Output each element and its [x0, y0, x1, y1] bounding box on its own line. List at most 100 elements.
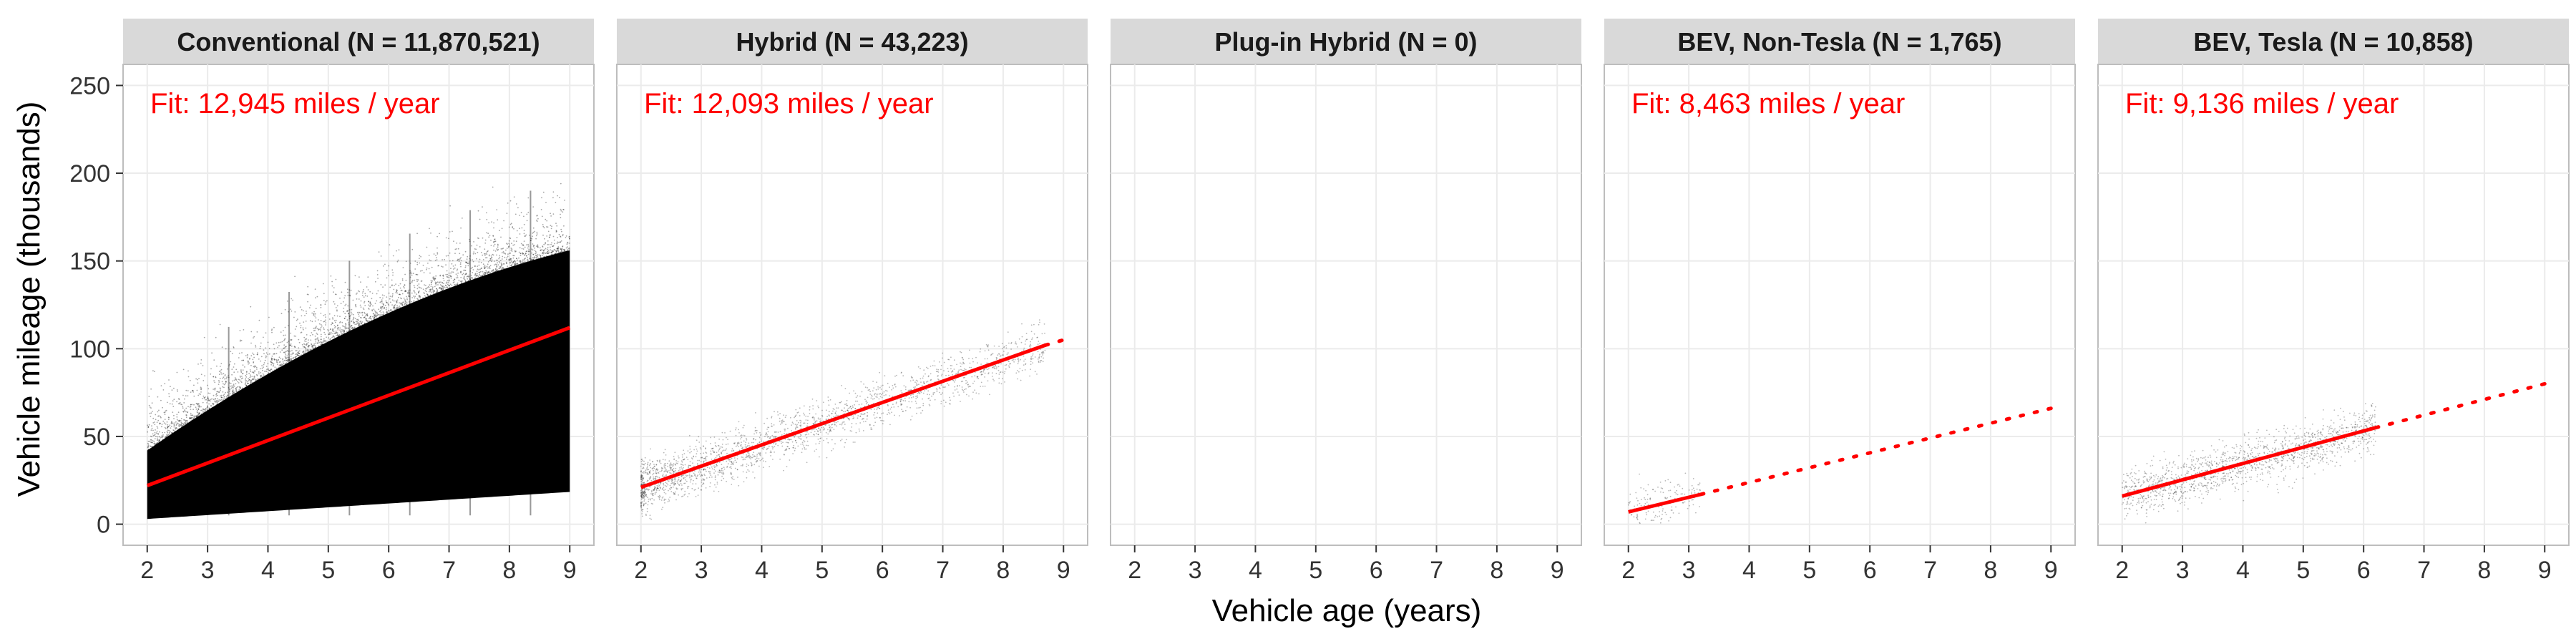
scatter-point	[511, 250, 513, 252]
scatter-point	[443, 286, 444, 287]
scatter-point	[675, 499, 677, 501]
scatter-point	[806, 422, 809, 424]
scatter-point	[942, 352, 944, 354]
scatter-point	[271, 358, 273, 360]
scatter-point	[804, 422, 806, 424]
scatter-point	[688, 475, 691, 477]
scatter-point	[369, 317, 371, 319]
scatter-point	[466, 258, 468, 260]
scatter-point	[240, 370, 242, 372]
scatter-point	[213, 359, 215, 361]
scatter-point	[197, 416, 199, 418]
scatter-point	[446, 281, 447, 283]
scatter-point	[183, 419, 185, 421]
scatter-point	[1016, 346, 1018, 348]
scatter-point	[553, 249, 555, 251]
scatter-point	[290, 339, 292, 341]
scatter-point	[657, 486, 659, 487]
scatter-point	[852, 405, 854, 406]
scatter-point	[334, 293, 336, 296]
scatter-point	[834, 443, 836, 445]
scatter-point	[812, 416, 814, 418]
scatter-point	[382, 286, 384, 288]
scatter-point	[796, 424, 798, 426]
scatter-point	[238, 389, 240, 391]
scatter-point	[562, 211, 564, 213]
scatter-point	[849, 406, 852, 407]
scatter-point	[159, 423, 160, 425]
scatter-point	[198, 412, 200, 414]
scatter-point	[245, 385, 247, 386]
scatter-point	[313, 328, 315, 329]
scatter-point	[397, 306, 399, 308]
scatter-point	[525, 258, 527, 259]
scatter-point	[413, 285, 415, 287]
scatter-point	[749, 456, 751, 458]
scatter-point	[797, 445, 799, 447]
scatter-point	[186, 422, 188, 424]
scatter-point	[1634, 505, 1636, 507]
scatter-point	[483, 274, 485, 276]
scatter-point	[676, 488, 678, 489]
scatter-point	[288, 351, 290, 352]
scatter-point	[771, 416, 773, 419]
scatter-point	[661, 508, 663, 510]
scatter-point	[1017, 358, 1019, 360]
scatter-point	[940, 394, 942, 396]
scatter-point	[522, 261, 524, 263]
scatter-point	[332, 336, 334, 338]
scatter-point	[405, 260, 407, 263]
scatter-point	[537, 246, 539, 248]
y-tick-label: 150	[69, 248, 110, 275]
scatter-point	[401, 304, 404, 306]
scatter-point	[169, 403, 171, 405]
scatter-point	[158, 415, 160, 417]
scatter-point	[185, 416, 187, 419]
scatter-point	[313, 343, 316, 345]
scatter-point	[662, 496, 664, 498]
scatter-point	[200, 388, 202, 390]
panel-plot-area	[616, 64, 1088, 546]
scatter-point	[268, 316, 270, 318]
scatter-point	[733, 442, 735, 444]
scatter-point	[777, 414, 779, 416]
scatter-point	[1043, 357, 1044, 359]
scatter-point	[317, 339, 319, 341]
scatter-point	[569, 243, 570, 244]
scatter-point	[551, 250, 553, 253]
scatter-point	[220, 394, 223, 396]
scatter-point	[283, 338, 286, 341]
scatter-point	[663, 464, 665, 466]
scatter-point	[815, 449, 817, 450]
scatter-point	[293, 346, 296, 347]
scatter-point	[540, 249, 542, 251]
scatter-point	[811, 398, 814, 400]
scatter-point	[552, 250, 554, 252]
scatter-point	[331, 285, 333, 287]
scatter-point	[872, 398, 874, 400]
scatter-point	[404, 303, 406, 304]
scatter-point	[680, 482, 682, 484]
scatter-point	[447, 286, 449, 288]
scatter-point	[429, 288, 431, 291]
scatter-point	[244, 366, 245, 368]
scatter-point	[731, 484, 733, 485]
scatter-point	[475, 274, 477, 276]
scatter-point	[441, 286, 444, 287]
scatter-point	[245, 381, 247, 383]
scatter-point	[480, 268, 482, 270]
scatter-point	[540, 250, 542, 251]
scatter-point	[862, 414, 864, 416]
scatter-point	[563, 225, 565, 227]
scatter-point	[1676, 489, 1678, 492]
scatter-point	[460, 270, 462, 273]
scatter-point	[439, 287, 441, 289]
scatter-point	[542, 191, 545, 193]
scatter-point	[260, 376, 262, 378]
scatter-point	[776, 431, 778, 433]
scatter-point	[973, 380, 975, 382]
scatter-point	[259, 348, 261, 350]
scatter-point	[418, 283, 420, 285]
scatter-point	[448, 285, 450, 286]
scatter-point	[1025, 340, 1027, 342]
